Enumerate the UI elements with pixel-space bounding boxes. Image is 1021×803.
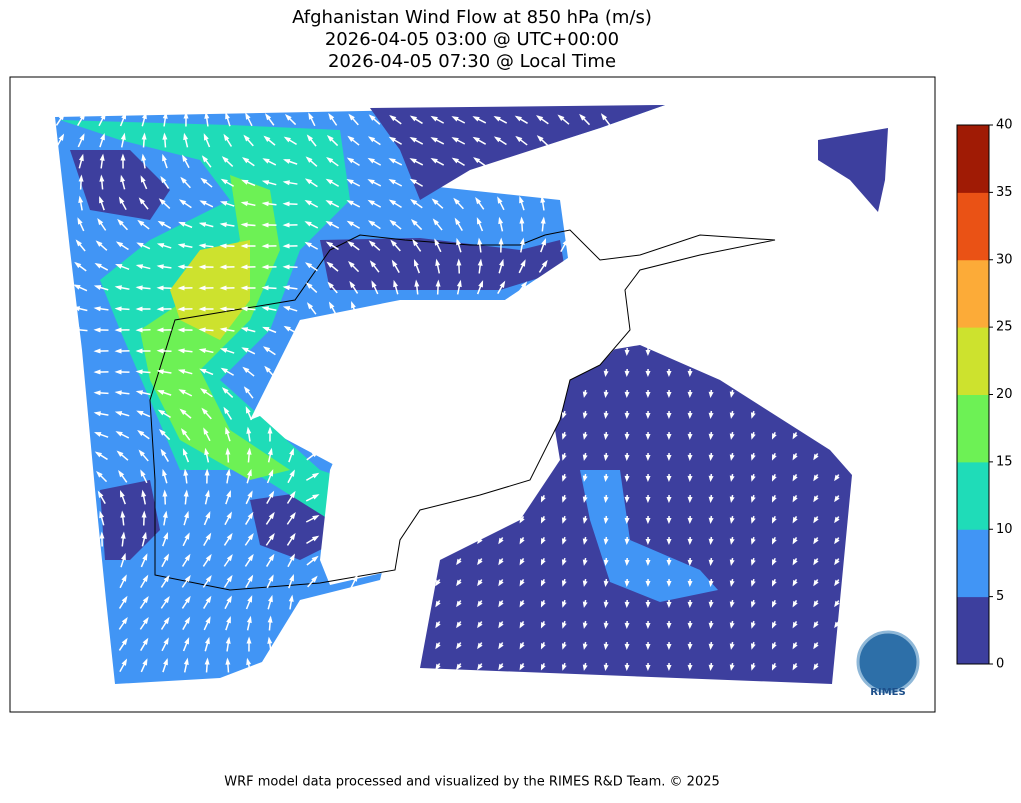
colorbar-tick-label: 5: [996, 589, 1004, 604]
title-line: 2026-04-05 07:30 @ Local Time: [328, 51, 616, 72]
wind-arrow-head: [73, 306, 80, 311]
footer: WRF model data processed and visualized …: [224, 775, 720, 790]
wind-field-low: [818, 128, 888, 212]
colorbar-band: [957, 327, 989, 394]
logo-emblem: [858, 632, 918, 692]
logo: RIMES: [858, 632, 918, 698]
title-line: 2026-04-05 03:00 @ UTC+00:00: [325, 29, 619, 50]
colorbar-band: [957, 395, 989, 462]
map: [55, 105, 888, 684]
title-line: Afghanistan Wind Flow at 850 hPa (m/s): [292, 7, 652, 28]
colorbar-band: [957, 462, 989, 529]
colorbar-tick-label: 40: [996, 118, 1013, 133]
colorbar-band: [957, 597, 989, 664]
logo-text: RIMES: [870, 687, 905, 698]
colorbar-tick-label: 35: [996, 185, 1013, 200]
colorbar-band: [957, 260, 989, 327]
colorbar-tick-label: 25: [996, 320, 1013, 335]
colorbar-tick-label: 30: [996, 252, 1013, 267]
colorbar-band: [957, 125, 989, 192]
colorbar-band: [957, 192, 989, 259]
colorbar-tick-label: 15: [996, 454, 1013, 469]
colorbar-tick-label: 10: [996, 522, 1013, 537]
colorbar: 0 5 10 15 20 25 30 35 40: [957, 118, 1013, 672]
colorbar-tick-label: 20: [996, 387, 1013, 402]
colorbar-band: [957, 529, 989, 596]
colorbar-tick-label: 0: [996, 657, 1004, 672]
wind-arrow-head: [73, 327, 80, 332]
